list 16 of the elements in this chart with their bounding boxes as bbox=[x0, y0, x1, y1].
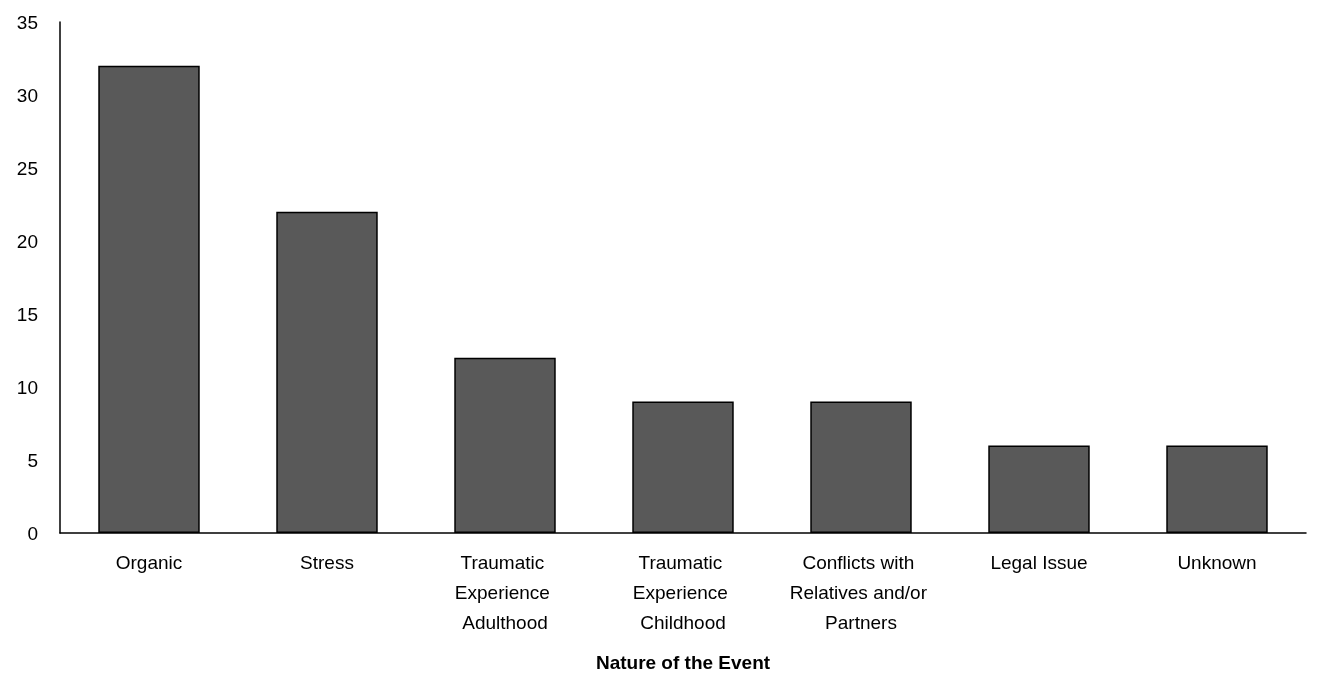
x-tick-label: Legal Issue bbox=[990, 551, 1088, 573]
y-tick-label: 0 bbox=[27, 522, 38, 544]
y-tick-label: 5 bbox=[27, 449, 38, 471]
y-tick-label: 15 bbox=[16, 303, 38, 325]
x-tick-label: Traumatic Experience Adulthood bbox=[454, 551, 556, 633]
x-axis-title: Nature of the Event bbox=[595, 652, 771, 673]
x-tick-label: Organic bbox=[115, 551, 183, 573]
y-tick-label: 30 bbox=[16, 84, 38, 106]
y-tick-label: 20 bbox=[16, 230, 38, 252]
x-tick-label: Traumatic Experience Childhood bbox=[632, 551, 734, 633]
y-tick-label: 10 bbox=[16, 376, 38, 398]
y-tick-label: 25 bbox=[16, 157, 38, 179]
x-tick-label: Unknown bbox=[1177, 551, 1257, 573]
x-tick-label: Stress bbox=[300, 551, 354, 573]
y-tick-label: 35 bbox=[16, 11, 38, 33]
x-tick-label: Conflicts with Relatives and/or Partners bbox=[789, 551, 933, 633]
